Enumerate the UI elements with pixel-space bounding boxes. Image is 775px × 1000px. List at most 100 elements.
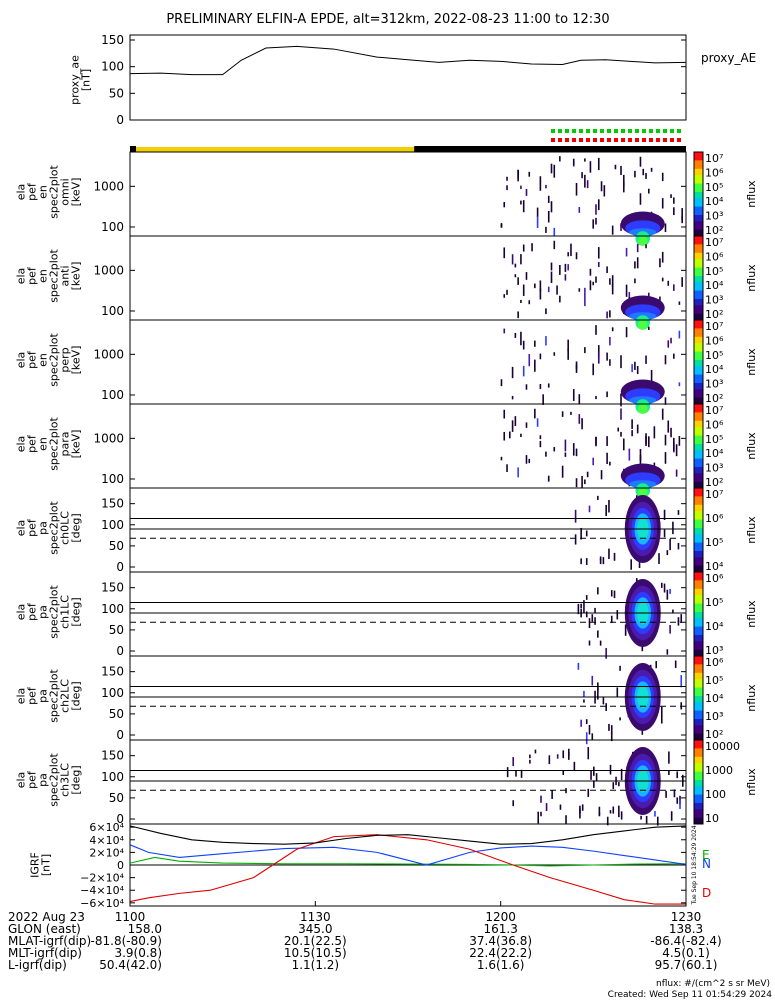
colorbar-cell [694,609,703,613]
colorbar-cell [694,597,703,600]
spectrogram-cell [553,240,556,250]
colorbar-cell [694,672,703,676]
spectrogram-cell [668,751,670,764]
colorbar-cell [694,397,703,401]
spectrogram-cell [562,750,565,759]
spectrogram-cell [539,176,542,183]
y-tick-label: 0 [116,728,124,742]
status-bar-black [130,146,136,152]
colorbar-cell [694,546,703,550]
colorbar-cell [694,689,703,693]
colorbar-label-group: nflux [745,768,758,796]
axis-label-line: IGRF [29,852,42,878]
spectrogram-cell [645,172,647,179]
spectrogram-cell [506,464,508,473]
spectrogram-cell [580,723,582,727]
spectrogram-cell [660,582,663,588]
colorbar-cell [694,729,703,733]
y-tick-label: 150 [101,497,124,511]
axis-label-line: para [59,432,72,457]
series-line [129,45,687,76]
colorbar-cell [694,779,703,783]
spectrogram-cell [610,615,613,624]
status-bar-black [414,146,686,152]
axis-label-line: pef [26,518,39,537]
colorbar-cell [694,616,703,619]
spectrogram-cell [672,521,674,535]
colorbar-cell [694,408,703,411]
spectrogram-cell [666,550,669,556]
spectrogram-cell [545,336,547,346]
spectrogram-cell [663,529,666,538]
legend-item: D [702,886,711,900]
spectrogram-cell [581,418,583,430]
colorbar-cell [694,807,703,810]
spectrogram-cell [634,361,636,370]
spectrogram-cell [550,201,553,213]
colorbar-cell [694,479,703,483]
spectrogram-cell [620,431,622,437]
y-tick-label: 100 [101,602,124,616]
spectrogram-cell [609,461,611,466]
colorbar-cell [694,630,703,634]
colorbar-cell [694,467,703,470]
colorbar-cell [694,456,703,460]
spectrogram-cell [512,757,515,766]
colorbar-cell [694,637,703,640]
status-dot-red [663,138,667,142]
spectrogram-cell [515,770,517,777]
series-line [129,834,686,905]
colorbar-cell [694,735,703,739]
colorbar-tick-label: 10⁵ [705,181,723,194]
colorbar-cell [694,156,703,159]
status-dot-red [642,138,646,142]
colorbar-cell [694,635,703,638]
colorbar-cell [694,439,703,443]
colorbar-cell [694,626,703,630]
status-dot-green [614,129,618,133]
axis-label-line: spec2plot [48,333,61,387]
spectrogram-cell [525,422,528,428]
colorbar-cell [694,464,703,468]
colorbar-cell [694,168,703,172]
spectrogram-cell [577,603,580,615]
colorbar-cell [694,777,703,781]
colorbar-cell [694,250,703,254]
colorbar-cell [694,427,703,430]
colorbar-cell [694,605,703,609]
spectrogram-cell [534,749,537,754]
spectrogram-cell [570,243,572,257]
colorbar-cell [694,324,703,327]
spectrogram-cell [506,176,508,181]
colorbar-tick-label: 10³ [705,294,723,307]
colorbar-cell [694,553,703,556]
spectrogram-cell [605,648,607,659]
colorbar-cell [694,185,703,189]
colorbar-cell [694,475,703,478]
spectrogram-cell [556,754,559,759]
colorbar-cell [694,238,703,241]
colorbar-tick-label: 10² [705,308,723,321]
spectrogram-cell [536,215,539,229]
colorbar-label-group: nflux [745,348,758,376]
spectrogram-cell [572,158,575,166]
colorbar-tick-label: 10⁷ [705,404,723,417]
spectrogram-cell [583,690,585,697]
spectrogram-cell [522,244,525,252]
spectrogram-cell [654,811,656,817]
spectrogram-cell [650,370,653,383]
colorbar-cell [694,395,703,399]
colorbar-cell [694,775,703,779]
colorbar-tick-label: 10⁷ [705,152,723,165]
y-tick-label: 6×10⁴ [89,821,124,834]
legend-item: E [702,848,710,862]
spectrogram-cell [600,181,603,192]
spectrogram-cell [581,804,584,811]
axis-label-line: ela [15,688,28,705]
colorbar-cell [694,372,703,376]
y-tick-label: 1000 [93,347,124,361]
axis-label-line: [keV] [70,262,83,291]
colorbar-tick-label: 10⁵ [705,674,723,687]
spectrogram-cell [603,185,606,197]
